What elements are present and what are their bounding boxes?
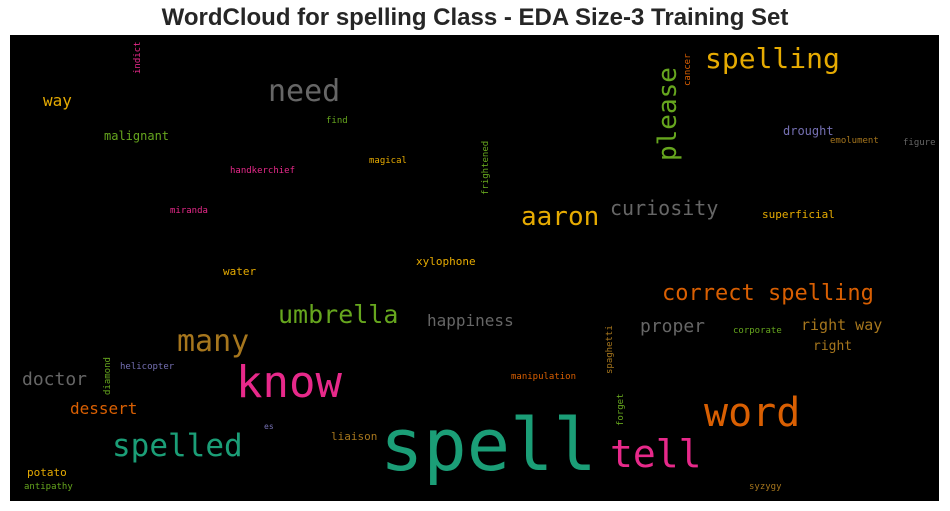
word-know: know [236, 357, 342, 408]
word-figure: figure [903, 138, 936, 148]
word-many: many [177, 324, 250, 359]
word-liaison: liaison [331, 430, 378, 443]
word-drought: drought [783, 124, 834, 138]
word-cancer: cancer [683, 53, 693, 86]
word-manipulation: manipulation [511, 372, 577, 382]
word-umbrella: umbrella [278, 300, 399, 329]
word-right-way: right way [801, 316, 883, 334]
word-need: need [268, 74, 341, 109]
word-malignant: malignant [104, 129, 170, 143]
word-corporate: corporate [733, 326, 782, 336]
word-right: right [813, 339, 853, 354]
word-diamond: diamond [103, 357, 113, 395]
word-correct-spelling: correct spelling [662, 281, 874, 306]
word-antipathy: antipathy [24, 482, 73, 492]
word-indict: indict [133, 41, 143, 74]
word-forget: forget [616, 393, 626, 426]
word-water: water [223, 265, 257, 278]
word-syzygy: syzygy [749, 482, 782, 492]
word-please: please [653, 67, 683, 161]
word-xylophone: xylophone [416, 255, 476, 268]
word-curiosity: curiosity [610, 196, 719, 220]
word-find: find [326, 116, 348, 126]
word-word: word [704, 390, 801, 436]
wordcloud-canvas: spell know word tell spelled many need spelling… [10, 35, 939, 501]
word-aaron: aaron [521, 202, 600, 232]
word-happiness: happiness [427, 311, 514, 330]
word-doctor: doctor [22, 369, 88, 390]
word-magical: magical [369, 156, 407, 166]
word-way: way [43, 91, 72, 110]
word-spell: spell [380, 403, 597, 487]
word-spaghetti: spaghetti [605, 325, 615, 374]
word-frightened: frightened [481, 140, 491, 195]
word-spelling: spelling [705, 42, 840, 75]
word-superficial: superficial [762, 208, 835, 221]
word-dessert: dessert [70, 399, 138, 418]
word-proper: proper [640, 316, 706, 337]
word-tell: tell [610, 432, 702, 476]
word-es: es [264, 422, 274, 431]
word-miranda: miranda [170, 206, 208, 216]
word-spelled: spelled [112, 428, 243, 464]
word-emolument: emolument [830, 136, 879, 146]
chart-title: WordCloud for spelling Class - EDA Size-… [161, 4, 789, 31]
word-helicopter: helicopter [120, 362, 175, 372]
word-potato: potato [27, 466, 67, 479]
word-handkerchief: handkerchief [230, 166, 296, 176]
